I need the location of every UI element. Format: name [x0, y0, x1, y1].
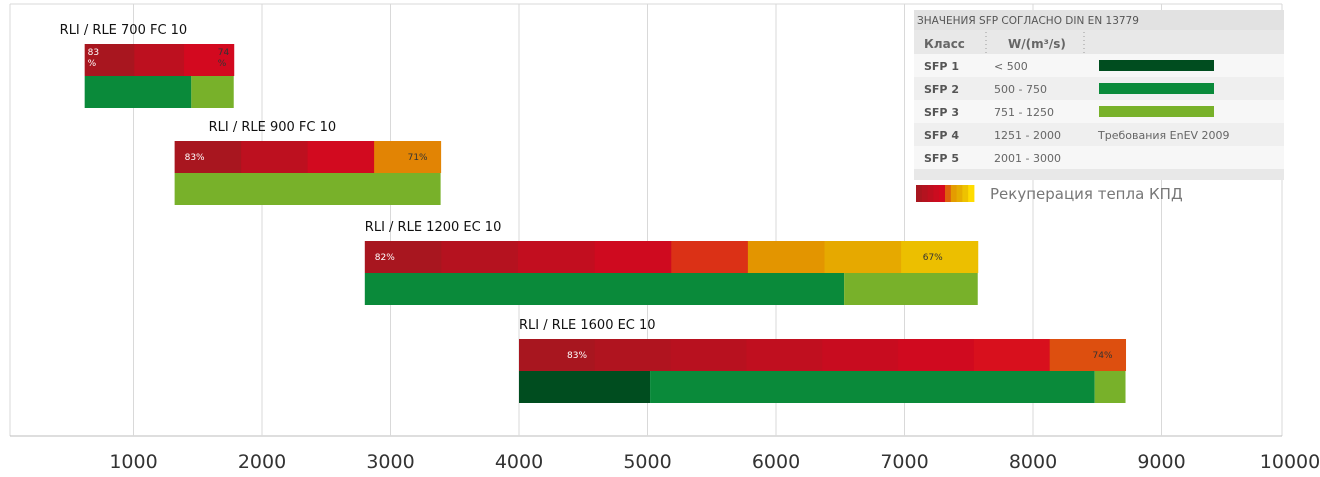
legend-range: 2001 - 3000 [994, 152, 1061, 165]
x-tick-label: 3000 [366, 451, 414, 473]
legend-range: < 500 [994, 60, 1028, 73]
heat-segment [441, 241, 519, 273]
heat-segment [519, 339, 596, 371]
legend-class: SFP 2 [924, 83, 959, 96]
heat-max-label: 83% [567, 351, 587, 361]
legend-swatch [1099, 60, 1214, 71]
heat-segment [973, 339, 1051, 371]
heat-segment [374, 141, 442, 173]
legend-row-bg [914, 146, 1284, 169]
heat-segment [901, 241, 979, 273]
sfp-segment [844, 273, 978, 305]
heat-segment [594, 339, 672, 371]
legend-heat-swatch [933, 185, 940, 202]
legend-heat-swatch [916, 185, 923, 202]
heat-min-label: 71% [408, 153, 428, 163]
legend-swatch [1099, 83, 1214, 94]
heat-segment [822, 339, 899, 371]
heat-segment [898, 339, 975, 371]
unit-title: RLI / RLE 1600 EC 10 [519, 318, 656, 333]
legend-heat-swatch [945, 185, 952, 202]
heat-segment [364, 241, 442, 273]
heat-segment [184, 44, 235, 76]
heat-max-label: 82% [375, 253, 395, 263]
legend-heat-swatch [939, 185, 946, 202]
heat-min-label: 67% [923, 253, 943, 263]
legend-heat-swatch [921, 185, 928, 202]
sfp-segment [1094, 371, 1126, 403]
sfp-segment [364, 273, 845, 305]
legend-range: 500 - 750 [994, 83, 1047, 96]
legend-header-bar [914, 30, 1284, 54]
unit-title: RLI / RLE 1200 EC 10 [365, 220, 502, 235]
legend-range: 751 - 1250 [994, 106, 1054, 119]
heat-min-label: 74% [1093, 351, 1113, 361]
heat-segment [670, 339, 747, 371]
heat-segment [241, 141, 309, 173]
heat-segment [746, 339, 823, 371]
legend-col-class: Класс [924, 37, 965, 51]
x-tick-label: 9000 [1137, 451, 1185, 473]
x-tick-label: 10000 [1260, 451, 1320, 473]
heat-max-label: 83% [185, 153, 205, 163]
legend-class: SFP 1 [924, 60, 959, 73]
heat-segment [594, 241, 672, 273]
legend-class: SFP 4 [924, 129, 959, 142]
legend-heat-swatch [956, 185, 963, 202]
heat-segment [174, 141, 242, 173]
sfp-segment [84, 76, 192, 108]
heat-max-label: % [88, 59, 97, 69]
legend-swatch [1099, 106, 1214, 117]
legend-heat-swatch [927, 185, 934, 202]
heat-segment [824, 241, 902, 273]
legend-class: SFP 3 [924, 106, 959, 119]
x-tick-label: 8000 [1009, 451, 1057, 473]
legend-title: ЗНАЧЕНИЯ SFP СОГЛАСНО DIN EN 13779 [917, 15, 1139, 27]
legend-note: Требования EnEV 2009 [1097, 129, 1230, 142]
sfp-segment [519, 371, 651, 403]
x-tick-label: 4000 [495, 451, 543, 473]
legend-range: 1251 - 2000 [994, 129, 1061, 142]
legend-heat-label: Рекуперация тепла КПД [990, 185, 1183, 203]
legend-row-bg [914, 123, 1284, 146]
heat-segment [84, 44, 135, 76]
x-tick-label: 7000 [880, 451, 928, 473]
heat-segment [747, 241, 826, 273]
sfp-segment [191, 76, 234, 108]
legend-heat-swatch [962, 185, 969, 202]
x-tick-label: 6000 [752, 451, 800, 473]
legend-heat-swatch [968, 185, 975, 202]
legend-heat-swatch [950, 185, 957, 202]
unit-title: RLI / RLE 900 FC 10 [209, 120, 337, 135]
x-tick-label: 5000 [623, 451, 671, 473]
legend-class: SFP 5 [924, 152, 959, 165]
heat-max-label: 83 [88, 48, 99, 58]
sfp-segment [650, 371, 1095, 403]
heat-segment [307, 141, 375, 173]
legend-col-unit: W/(m³/s) [1008, 37, 1066, 51]
heat-segment [518, 241, 596, 273]
x-tick-label: 2000 [238, 451, 286, 473]
x-tick-label: 1000 [109, 451, 157, 473]
heat-segment [1049, 339, 1127, 371]
heat-segment [671, 241, 749, 273]
legend-footer-bar [914, 169, 1284, 180]
sfp-segment [174, 173, 441, 205]
unit-title: RLI / RLE 700 FC 10 [60, 23, 188, 38]
heat-min-label: % [218, 59, 227, 69]
heat-min-label: 74 [218, 48, 230, 58]
heat-segment [134, 44, 185, 76]
legend-title-bar [914, 10, 1284, 30]
